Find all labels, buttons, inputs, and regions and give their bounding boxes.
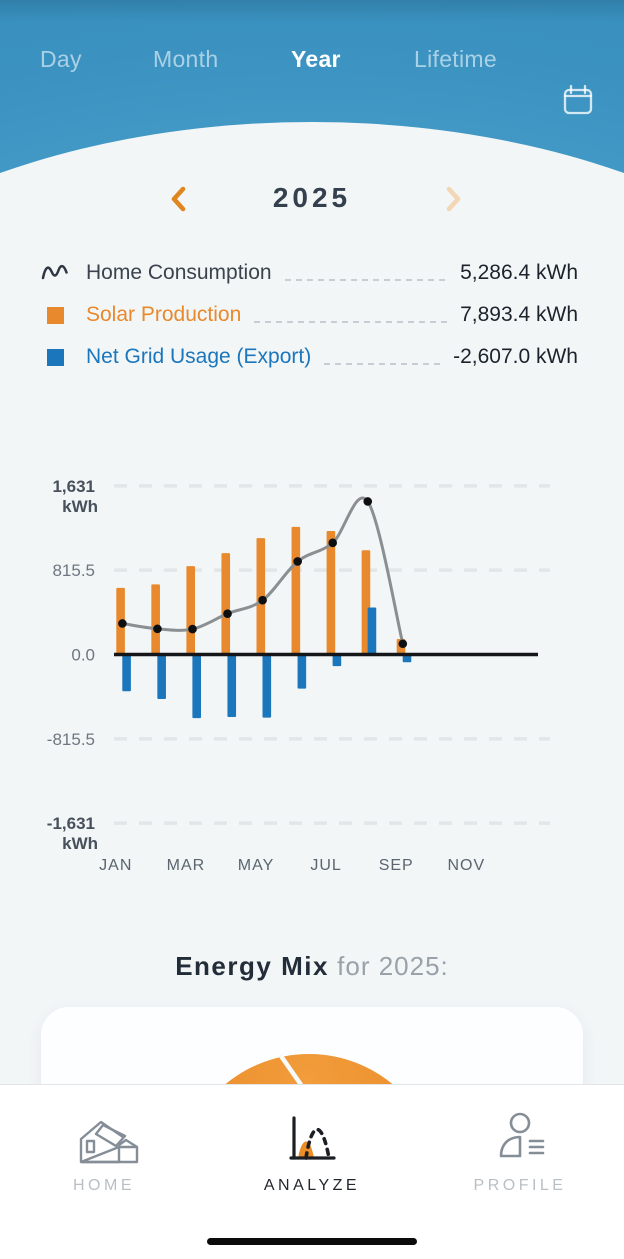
year-selector: 2025 (0, 178, 624, 218)
dotted-leader (254, 321, 448, 323)
svg-text:MAR: MAR (167, 857, 206, 874)
energy-mix-title-rest: for 2025: (328, 951, 449, 981)
nav-item-analyze[interactable]: ANALYZE (232, 1109, 392, 1195)
pie-slice-divider (278, 1053, 307, 1092)
year-label: 2025 (272, 182, 352, 213)
legend-label: Home Consumption (86, 261, 272, 284)
period-tabbar: Day Month Year Lifetime (0, 42, 624, 115)
svg-text:0.0: 0.0 (71, 646, 95, 665)
svg-text:815.5: 815.5 (52, 561, 95, 580)
tab-lifetime[interactable]: Lifetime (414, 46, 497, 72)
solar-swatch-icon (40, 306, 70, 324)
legend-row-net-grid-usage: Net Grid Usage (Export) -2,607.0 kWh (0, 336, 624, 378)
dotted-leader (324, 363, 441, 365)
svg-text:kWh: kWh (62, 497, 98, 516)
grid-swatch-icon (40, 348, 70, 366)
legend-value: -2,607.0 kWh (453, 345, 578, 368)
home-indicator-bar[interactable] (207, 1238, 417, 1245)
nav-label-profile: PROFILE (473, 1177, 567, 1194)
legend-row-solar-production: Solar Production 7,893.4 kWh (0, 294, 624, 336)
calendar-icon[interactable] (560, 82, 596, 118)
energy-mix-title: Energy Mix for 2025: (0, 948, 624, 984)
home-house-icon (24, 1109, 184, 1169)
previous-year-button[interactable] (167, 185, 189, 213)
svg-text:MAY: MAY (238, 857, 274, 874)
svg-text:NOV: NOV (447, 857, 485, 874)
legend-value: 7,893.4 kWh (460, 303, 578, 326)
chart-legend: Home Consumption 5,286.4 kWh Solar Produ… (0, 252, 624, 378)
svg-text:-1,631: -1,631 (47, 814, 95, 833)
profile-person-icon (440, 1109, 600, 1169)
legend-label: Net Grid Usage (Export) (86, 345, 312, 368)
legend-label: Solar Production (86, 303, 242, 326)
tab-year[interactable]: Year (291, 46, 341, 72)
svg-text:kWh: kWh (62, 834, 98, 853)
consumption-wave-icon (40, 261, 70, 285)
energy-mix-title-strong: Energy Mix (175, 951, 329, 981)
svg-text:1,631: 1,631 (52, 477, 95, 496)
nav-item-profile[interactable]: PROFILE (440, 1109, 600, 1195)
tab-month[interactable]: Month (153, 46, 219, 72)
svg-text:SEP: SEP (379, 857, 414, 874)
bottom-navbar: HOME ANALYZE PROFILE (0, 1084, 624, 1259)
nav-item-home[interactable]: HOME (24, 1109, 184, 1195)
dotted-leader (284, 279, 448, 281)
nav-label-analyze: ANALYZE (263, 1177, 361, 1194)
next-year-button[interactable] (443, 185, 465, 213)
svg-text:-815.5: -815.5 (47, 730, 95, 749)
tab-day[interactable]: Day (40, 46, 82, 72)
legend-value: 5,286.4 kWh (460, 261, 578, 284)
analyze-chart-icon (232, 1109, 392, 1169)
svg-text:JAN: JAN (99, 857, 132, 874)
legend-row-home-consumption: Home Consumption 5,286.4 kWh (0, 252, 624, 294)
svg-text:JUL: JUL (310, 857, 341, 874)
nav-label-home: HOME (73, 1177, 135, 1194)
